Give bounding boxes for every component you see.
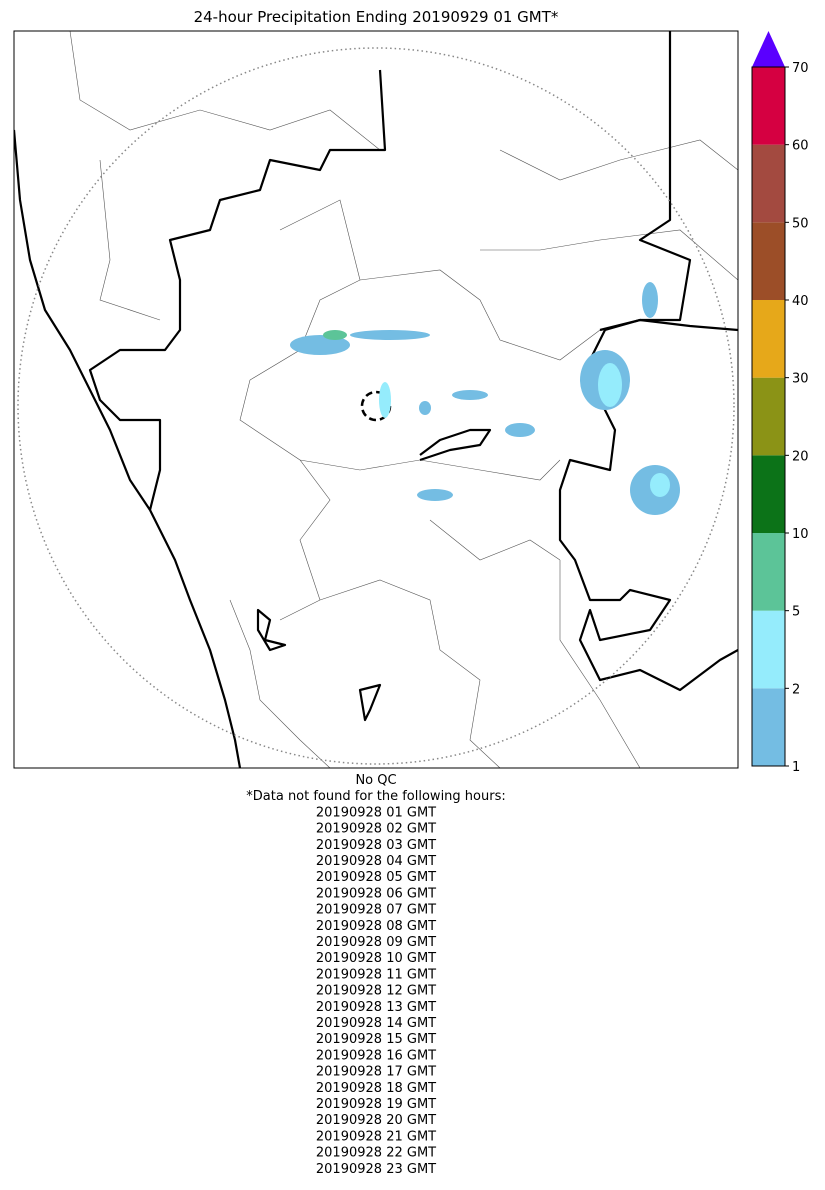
- colorbar-tick-label: 2: [792, 682, 800, 697]
- missing-hour: 20190928 03 GMT: [316, 838, 436, 853]
- colorbar-segment: [752, 455, 785, 533]
- missing-hour: 20190928 08 GMT: [316, 919, 436, 934]
- missing-hour: 20190928 20 GMT: [316, 1113, 436, 1128]
- notes: No QC*Data not found for the following h…: [246, 773, 505, 1177]
- missing-hour: 20190928 16 GMT: [316, 1048, 436, 1063]
- missing-hour: 20190928 18 GMT: [316, 1081, 436, 1096]
- missing-hour: 20190928 14 GMT: [316, 1016, 436, 1031]
- colorbar-segment: [752, 533, 785, 611]
- colorbar-segment: [752, 222, 785, 300]
- map-frame: [13, 30, 739, 769]
- state-border: [88, 69, 387, 511]
- missing-hour: 20190928 02 GMT: [316, 822, 436, 837]
- missing-hour: 20190928 17 GMT: [316, 1065, 436, 1080]
- colorbar-tick-label: 20: [792, 449, 809, 464]
- colorbar-tick-label: 5: [792, 605, 800, 620]
- colorbar-segment: [752, 610, 785, 689]
- missing-hour: 20190928 05 GMT: [316, 870, 436, 885]
- colorbar-segment: [752, 144, 785, 223]
- map: [14, 31, 738, 768]
- qc-note: No QC: [355, 773, 396, 788]
- colorbar-segment: [752, 300, 785, 378]
- missing-hour: 20190928 22 GMT: [316, 1146, 436, 1161]
- state-border: [419, 318, 738, 462]
- missing-hour: 20190928 06 GMT: [316, 886, 436, 901]
- colorbar-tick-label: 10: [792, 527, 809, 542]
- missing-hour: 20190928 10 GMT: [316, 951, 436, 966]
- missing-header: *Data not found for the following hours:: [246, 789, 505, 804]
- colorbar-segment: [752, 688, 785, 766]
- colorbar-extend: [752, 31, 785, 67]
- precipitation: [290, 282, 680, 515]
- missing-hour: 20190928 19 GMT: [316, 1097, 436, 1112]
- colorbar-tick-label: 1: [792, 760, 800, 775]
- colorbar-tick-label: 70: [792, 61, 809, 76]
- colorbar-segment: [752, 377, 785, 456]
- missing-hour: 20190928 12 GMT: [316, 984, 436, 999]
- missing-hour: 20190928 15 GMT: [316, 1032, 436, 1047]
- missing-hour: 20190928 04 GMT: [316, 854, 436, 869]
- map-title: 24-hour Precipitation Ending 20190929 01…: [194, 8, 559, 26]
- colorbar-tick-label: 30: [792, 372, 809, 387]
- district-borders: [69, 31, 738, 768]
- missing-hour: 20190928 01 GMT: [316, 805, 436, 820]
- colorbar-tick-label: 40: [792, 294, 809, 309]
- missing-hour: 20190928 21 GMT: [316, 1129, 436, 1144]
- radar-range: [17, 47, 735, 765]
- colorbar-tick-label: 60: [792, 139, 809, 154]
- missing-hour: 20190928 11 GMT: [316, 967, 436, 982]
- colorbar-tick-label: 50: [792, 216, 809, 231]
- missing-hour: 20190928 13 GMT: [316, 1000, 436, 1015]
- island-border: [256, 608, 382, 722]
- missing-hour: 20190928 07 GMT: [316, 903, 436, 918]
- colorbar: 1 2 5 10 20 30 40 50 60 70: [751, 31, 809, 775]
- colorbar-frame: [751, 66, 786, 767]
- coastline: [14, 129, 242, 768]
- missing-hour: 20190928 09 GMT: [316, 935, 436, 950]
- colorbar-segment: [752, 67, 785, 145]
- state-border: [558, 31, 738, 692]
- missing-hour: 20190928 23 GMT: [316, 1162, 436, 1177]
